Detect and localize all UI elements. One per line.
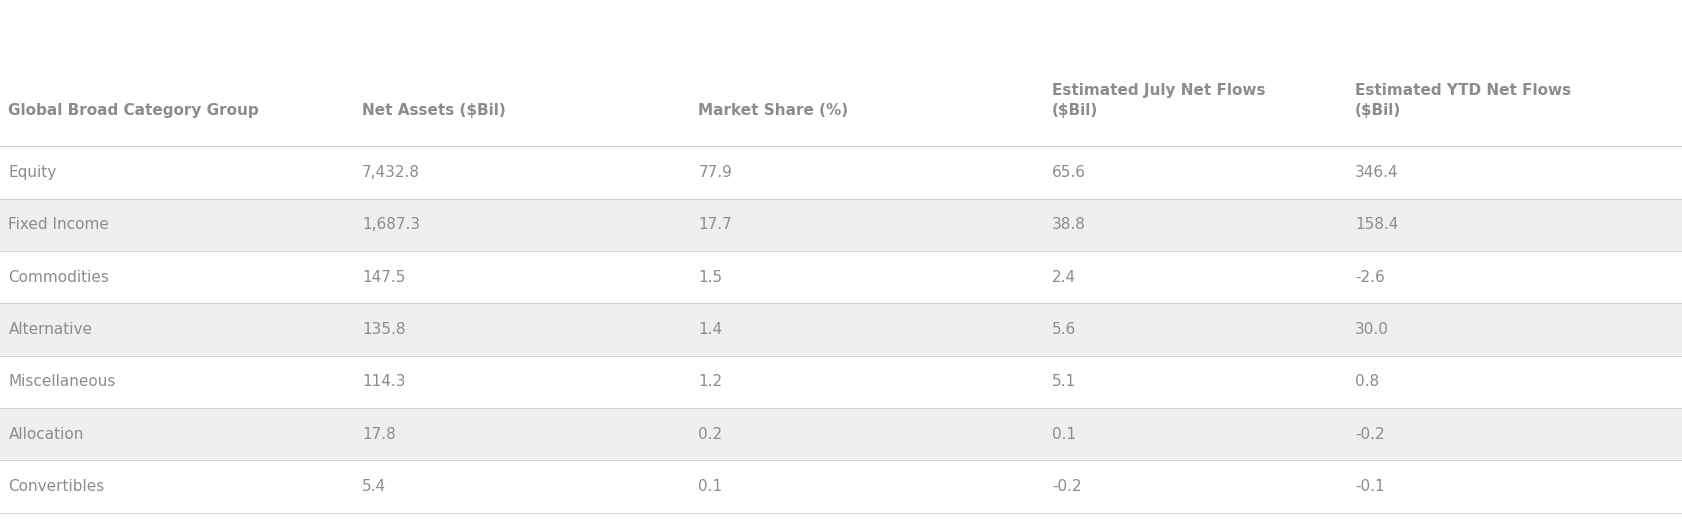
Text: 1.2: 1.2 [698, 374, 722, 389]
Text: -0.2: -0.2 [1051, 479, 1082, 494]
Text: Equity: Equity [8, 165, 57, 180]
Bar [0, 408, 1682, 460]
Text: 0.2: 0.2 [698, 427, 722, 441]
Text: Fixed Income: Fixed Income [8, 218, 109, 232]
Text: 17.7: 17.7 [698, 218, 732, 232]
Text: Commodities: Commodities [8, 270, 109, 285]
Text: 5.4: 5.4 [362, 479, 385, 494]
Text: -0.2: -0.2 [1354, 427, 1384, 441]
Text: 346.4: 346.4 [1354, 165, 1398, 180]
Text: 135.8: 135.8 [362, 322, 405, 337]
Bar [0, 16, 1682, 146]
Bar [0, 303, 1682, 356]
Text: 1.5: 1.5 [698, 270, 722, 285]
Text: 147.5: 147.5 [362, 270, 405, 285]
Text: 158.4: 158.4 [1354, 218, 1398, 232]
Bar [0, 251, 1682, 303]
Text: Estimated YTD Net Flows
($Bil): Estimated YTD Net Flows ($Bil) [1354, 84, 1569, 118]
Text: 5.6: 5.6 [1051, 322, 1075, 337]
Text: 30.0: 30.0 [1354, 322, 1388, 337]
Text: Alternative: Alternative [8, 322, 93, 337]
Bar [0, 356, 1682, 408]
Text: Market Share (%): Market Share (%) [698, 103, 848, 118]
Text: 0.1: 0.1 [698, 479, 722, 494]
Text: 17.8: 17.8 [362, 427, 395, 441]
Text: Net Assets ($Bil): Net Assets ($Bil) [362, 103, 505, 118]
Text: 2.4: 2.4 [1051, 270, 1075, 285]
Bar [0, 199, 1682, 251]
Text: 5.1: 5.1 [1051, 374, 1075, 389]
Text: Miscellaneous: Miscellaneous [8, 374, 116, 389]
Text: 1.4: 1.4 [698, 322, 722, 337]
Text: 65.6: 65.6 [1051, 165, 1085, 180]
Text: Convertibles: Convertibles [8, 479, 104, 494]
Text: 77.9: 77.9 [698, 165, 732, 180]
Text: 1,687.3: 1,687.3 [362, 218, 420, 232]
Bar [0, 146, 1682, 199]
Text: 38.8: 38.8 [1051, 218, 1085, 232]
Text: Global Broad Category Group: Global Broad Category Group [8, 103, 259, 118]
Text: 0.8: 0.8 [1354, 374, 1378, 389]
Bar [0, 460, 1682, 513]
Text: 114.3: 114.3 [362, 374, 405, 389]
Text: -0.1: -0.1 [1354, 479, 1384, 494]
Text: 0.1: 0.1 [1051, 427, 1075, 441]
Text: Estimated July Net Flows
($Bil): Estimated July Net Flows ($Bil) [1051, 84, 1265, 118]
Text: Allocation: Allocation [8, 427, 84, 441]
Text: 7,432.8: 7,432.8 [362, 165, 419, 180]
Text: -2.6: -2.6 [1354, 270, 1384, 285]
